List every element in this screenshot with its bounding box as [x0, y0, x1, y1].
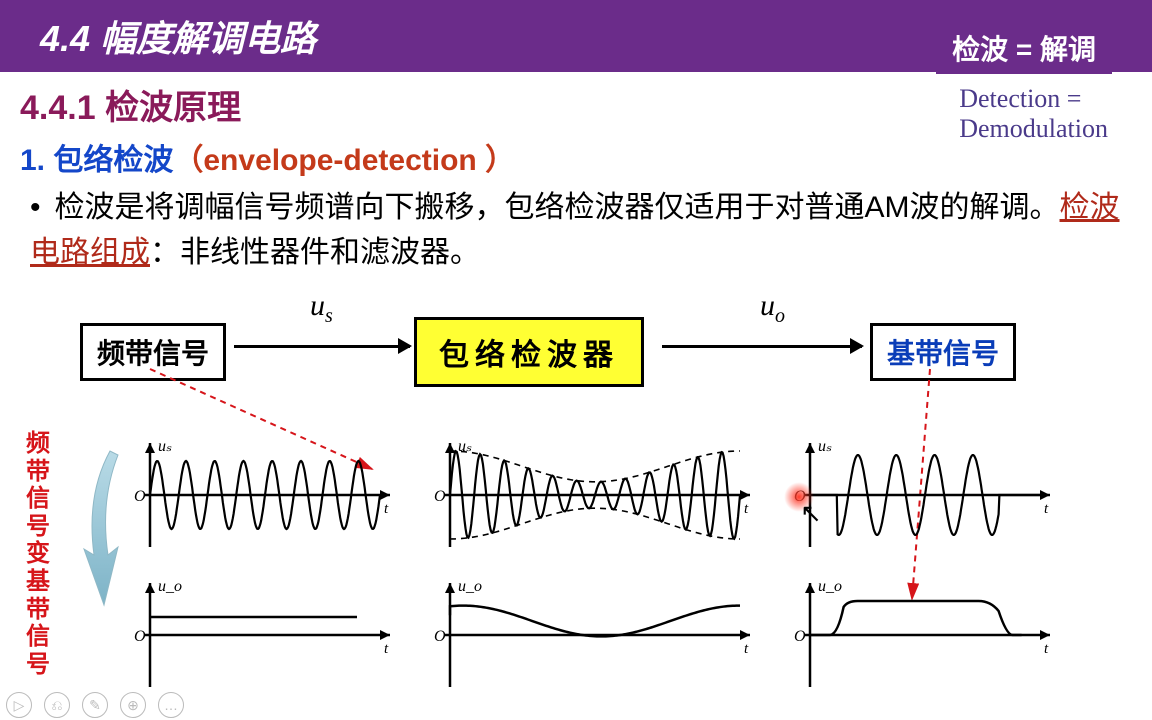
zoom-icon[interactable]: ⊕: [120, 692, 146, 718]
play-icon[interactable]: ▷: [6, 692, 32, 718]
signal-uo: uo: [760, 289, 785, 328]
sec2-num: 1.: [20, 144, 45, 177]
svg-text:t: t: [1044, 501, 1049, 517]
flow-box-output: 基带信号: [870, 323, 1016, 381]
undo-icon[interactable]: ⎌: [44, 692, 70, 718]
svg-text:t: t: [1044, 641, 1049, 657]
para-t1: 检波是将调幅信号频谱向下搬移，包络检波器仅适用于对普通AM波的解调。: [55, 191, 1060, 224]
waveform-charts: uₛOtu_oOtuₛOtu_oOtuₛOtu_oOt: [130, 435, 1090, 695]
svg-text:O: O: [134, 488, 146, 505]
svg-text:t: t: [744, 501, 749, 517]
flow-diagram: 频带信号 包络检波器 基带信号 us uo: [0, 289, 1152, 409]
flow-box-input: 频带信号: [80, 323, 226, 381]
laser-pointer-icon: [784, 482, 814, 512]
svg-text:t: t: [384, 641, 389, 657]
more-icon[interactable]: …: [158, 692, 184, 718]
bullet-icon: •: [30, 191, 41, 224]
svg-text:O: O: [134, 628, 146, 645]
svg-text:O: O: [434, 628, 446, 645]
subtitle-en: Detection = Demodulation: [959, 84, 1108, 144]
svg-text:uₛ: uₛ: [158, 438, 172, 455]
svg-text:u_o: u_o: [818, 578, 842, 595]
equation-box: 检波 = 解调: [936, 22, 1112, 74]
svg-text:O: O: [794, 628, 806, 645]
bottom-toolbar: ▷ ⎌ ✎ ⊕ …: [6, 692, 184, 718]
para-t2: ：非线性器件和滤波器。: [150, 236, 480, 269]
header-title: 4.4 幅度解调电路: [40, 18, 316, 59]
svg-text:t: t: [744, 641, 749, 657]
svg-text:t: t: [384, 501, 389, 517]
vertical-label: 频带信号变基带信号: [26, 430, 52, 678]
signal-us: us: [310, 289, 333, 328]
flow-box-detector: 包络检波器: [414, 317, 644, 387]
pen-icon[interactable]: ✎: [82, 692, 108, 718]
svg-text:O: O: [434, 488, 446, 505]
sec2-paren: （envelope-detection ）: [173, 144, 515, 177]
curly-arrow-icon: [80, 445, 124, 615]
paragraph: •检波是将调幅信号频谱向下搬移，包络检波器仅适用于对普通AM波的解调。检波电路组…: [30, 185, 1122, 275]
svg-text:uₛ: uₛ: [818, 438, 832, 455]
svg-text:u_o: u_o: [458, 578, 482, 595]
svg-text:u_o: u_o: [158, 578, 182, 595]
sec2-txt: 包络检波: [45, 144, 173, 177]
